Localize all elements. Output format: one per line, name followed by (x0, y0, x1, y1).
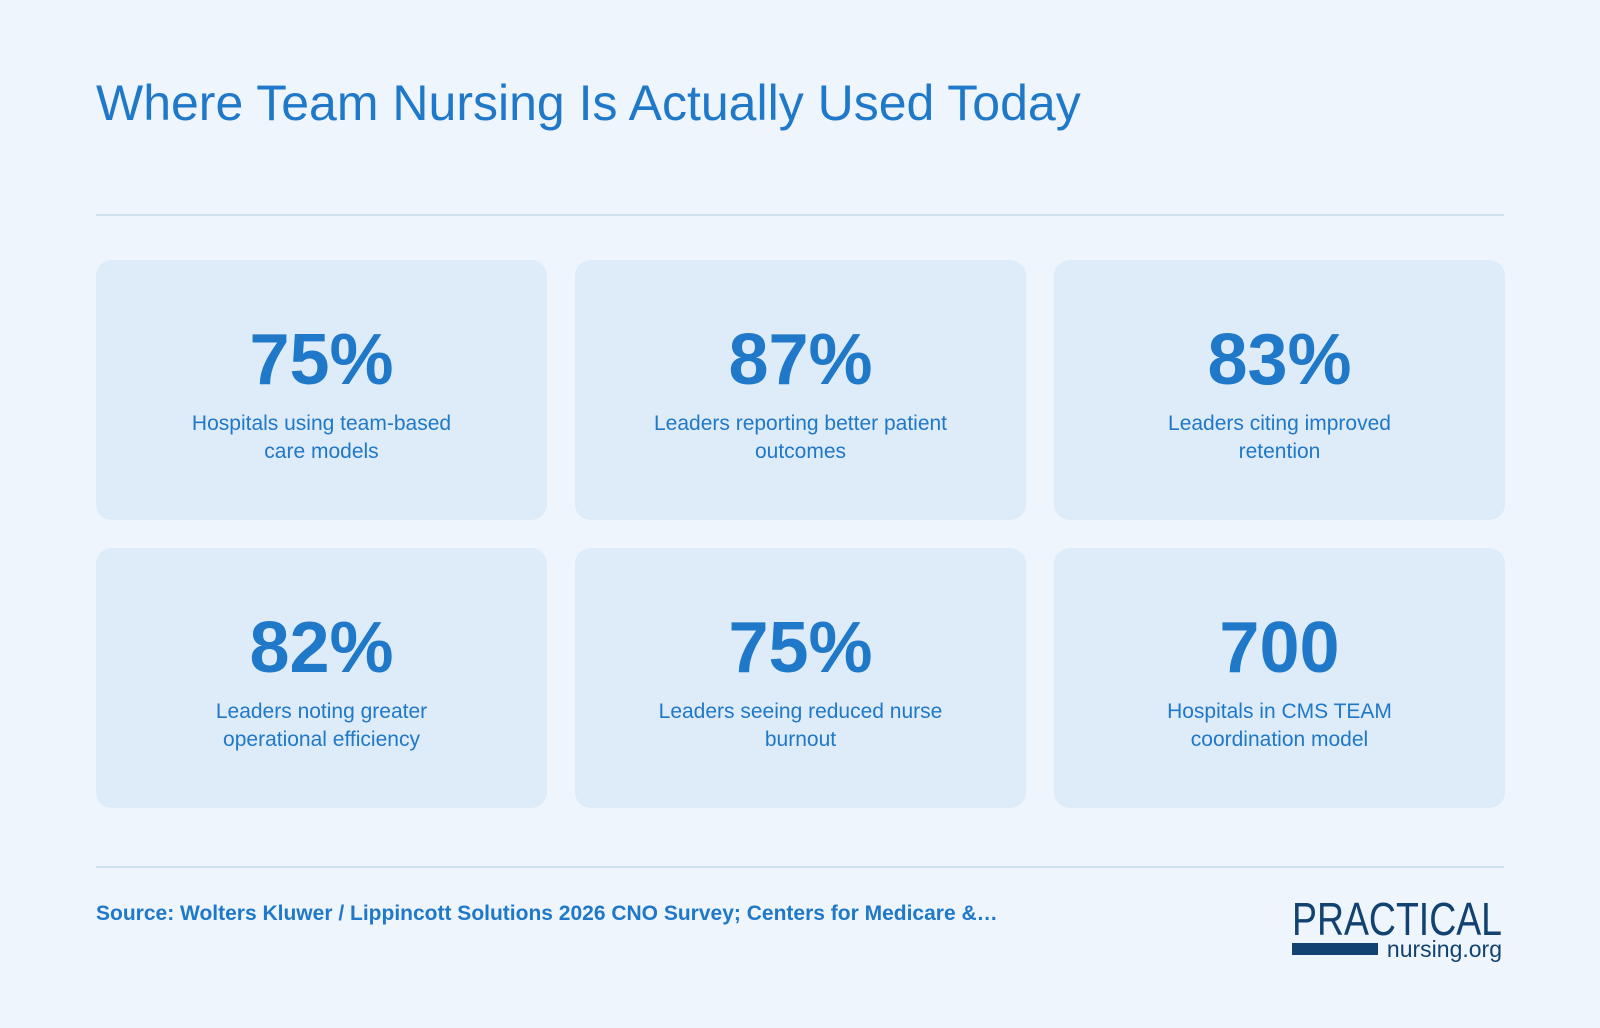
stat-card: 75% Leaders seeing reduced nurse burnout (575, 548, 1026, 808)
stat-card: 700 Hospitals in CMS TEAM coordination m… (1054, 548, 1505, 808)
stat-card: 82% Leaders noting greater operational e… (96, 548, 547, 808)
stat-card: 83% Leaders citing improved retention (1054, 260, 1505, 520)
bottom-divider (96, 866, 1504, 868)
stat-card: 87% Leaders reporting better patient out… (575, 260, 1026, 520)
logo-bar (1292, 943, 1378, 955)
stat-label: Leaders seeing reduced nurse burnout (658, 700, 943, 751)
stat-label: Leaders reporting better patient outcome… (653, 412, 948, 463)
stat-label: Leaders noting greater operational effic… (215, 700, 428, 751)
top-divider (96, 214, 1504, 216)
stat-value: 700 (1219, 608, 1340, 688)
stat-value: 75% (728, 608, 873, 688)
stat-value: 87% (728, 320, 873, 400)
stat-label: Hospitals using team-based care models (191, 412, 452, 463)
page-title: Where Team Nursing Is Actually Used Toda… (96, 75, 1081, 131)
logo-text-nursing-org: nursing.org (1387, 936, 1502, 962)
stat-value: 83% (1207, 320, 1352, 400)
stat-value: 82% (249, 608, 394, 688)
source-citation: Source: Wolters Kluwer / Lippincott Solu… (96, 902, 998, 925)
logo-text-practical: PRACTICAL (1292, 893, 1502, 945)
stat-value: 75% (249, 320, 394, 400)
stat-label: Hospitals in CMS TEAM coordination model (1167, 700, 1392, 751)
stat-label: Leaders citing improved retention (1168, 412, 1391, 463)
stats-grid: 75% Hospitals using team-based care mode… (96, 260, 1505, 808)
stat-card: 75% Hospitals using team-based care mode… (96, 260, 547, 520)
practical-nursing-logo: PRACTICAL nursing.org (1292, 893, 1502, 962)
